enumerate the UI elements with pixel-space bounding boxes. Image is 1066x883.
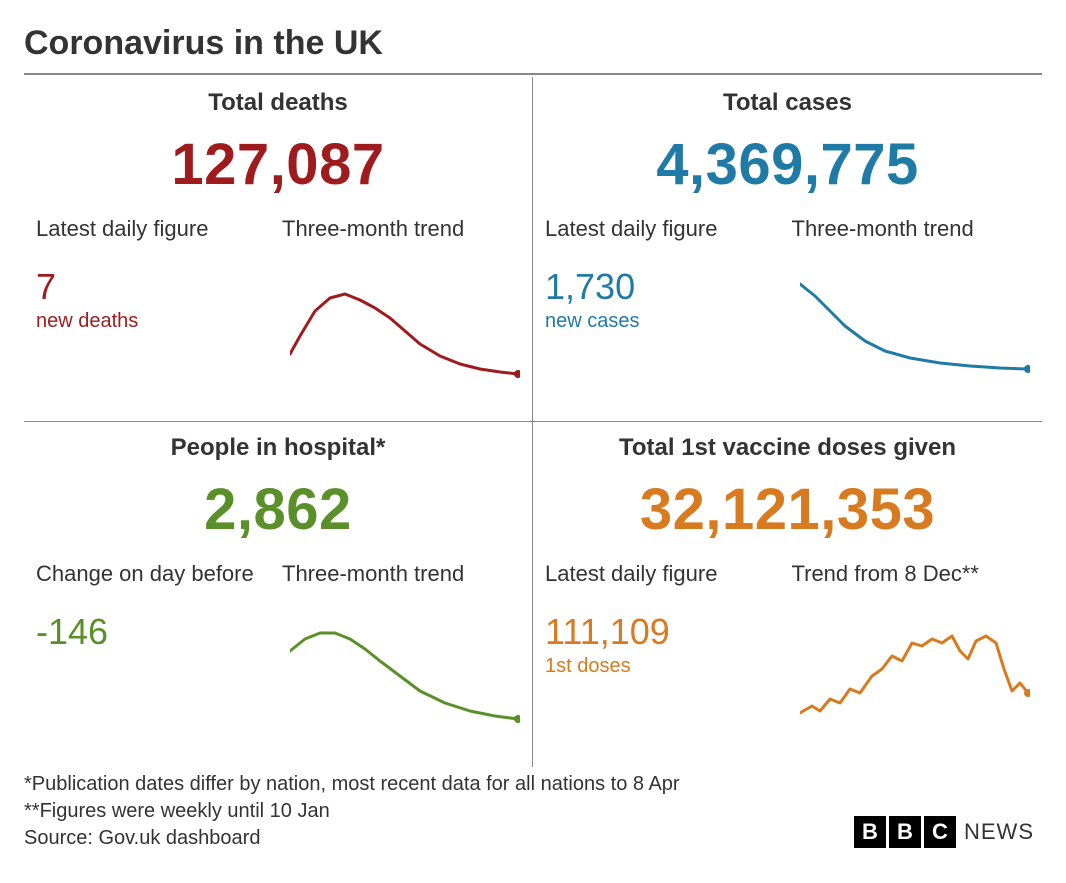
panel-vaccines: Total 1st vaccine doses given 32,121,353… [533, 422, 1042, 767]
bbc-box-b1: B [854, 816, 886, 848]
sub-left-label: Latest daily figure [36, 216, 274, 242]
footnotes: *Publication dates differ by nation, mos… [24, 771, 680, 852]
sub-left-label: Change on day before [36, 561, 274, 587]
sub-left-badge: 1st doses [545, 655, 784, 678]
sub-left-badge: new cases [545, 310, 784, 333]
footnote-source: Source: Gov.uk dashboard [24, 825, 680, 852]
sub-left-value: 111,109 [545, 611, 784, 653]
sub-left-value: -146 [36, 611, 274, 653]
sub-right-label: Three-month trend [792, 216, 1031, 242]
panel-label: People in hospital* [36, 434, 520, 462]
title-rule [24, 73, 1042, 75]
sub-left-value: 7 [36, 266, 274, 308]
infographic-container: Coronavirus in the UK Total deaths 127,0… [0, 0, 1066, 883]
panel-value: 4,369,775 [545, 131, 1030, 198]
panel-label: Total deaths [36, 89, 520, 117]
sub-right-label: Three-month trend [282, 561, 520, 587]
page-title: Coronavirus in the UK [24, 24, 1042, 63]
panel-sub-row: Latest daily figure 7 new deaths Three-m… [36, 216, 520, 386]
sparkline-cases [800, 276, 1030, 386]
footnote-2: **Figures were weekly until 10 Jan [24, 798, 680, 825]
bbc-news-word: NEWS [964, 819, 1034, 845]
sub-right-label: Three-month trend [282, 216, 520, 242]
sub-left-label: Latest daily figure [545, 561, 784, 587]
panel-hospital: People in hospital* 2,862 Change on day … [24, 422, 533, 767]
panel-deaths: Total deaths 127,087 Latest daily figure… [24, 77, 533, 422]
bbc-box-c: C [924, 816, 956, 848]
bbc-logo: B B C NEWS [854, 816, 1034, 848]
sparkline-vaccines [800, 621, 1030, 731]
sparkline-deaths [290, 276, 520, 386]
panel-value: 2,862 [36, 476, 520, 543]
sub-right-label: Trend from 8 Dec** [792, 561, 1031, 587]
sparkline-hospital [290, 621, 520, 731]
footnote-1: *Publication dates differ by nation, mos… [24, 771, 680, 798]
sub-left-label: Latest daily figure [545, 216, 784, 242]
bbc-boxes: B B C [854, 816, 956, 848]
panel-value: 127,087 [36, 131, 520, 198]
panel-sub-row: Latest daily figure 1,730 new cases Thre… [545, 216, 1030, 386]
panel-label: Total 1st vaccine doses given [545, 434, 1030, 462]
panel-sub-row: Change on day before -146 Three-month tr… [36, 561, 520, 731]
footer-row: *Publication dates differ by nation, mos… [24, 767, 1042, 852]
panel-value: 32,121,353 [545, 476, 1030, 543]
sub-left-value: 1,730 [545, 266, 784, 308]
bbc-box-b2: B [889, 816, 921, 848]
panel-label: Total cases [545, 89, 1030, 117]
stat-grid: Total deaths 127,087 Latest daily figure… [24, 77, 1042, 767]
sub-left-badge: new deaths [36, 310, 274, 333]
panel-sub-row: Latest daily figure 111,109 1st doses Tr… [545, 561, 1030, 731]
panel-cases: Total cases 4,369,775 Latest daily figur… [533, 77, 1042, 422]
